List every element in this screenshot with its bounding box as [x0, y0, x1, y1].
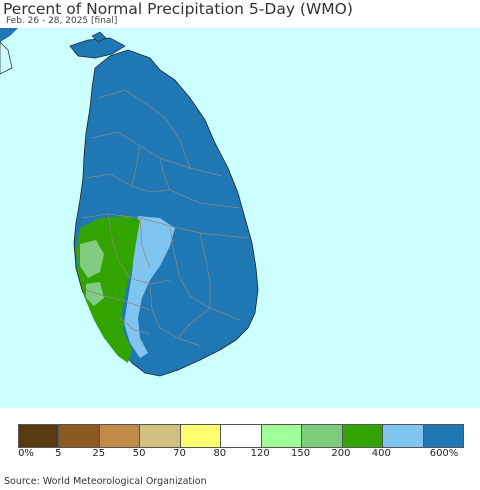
legend-swatch: [423, 425, 463, 447]
legend-swatch: [59, 425, 100, 447]
legend-label: 80: [213, 448, 227, 459]
legend-swatch: [383, 425, 424, 447]
map-svg: [0, 28, 480, 408]
legend-colorbar: [18, 424, 464, 448]
map-subtitle: Feb. 26 - 28, 2025 [final]: [6, 16, 118, 26]
islet: [91, 31, 107, 43]
legend-swatch: [140, 425, 181, 447]
jaffna-peninsula: [69, 37, 126, 59]
legend-label: 5: [55, 448, 62, 459]
district-borders: [81, 89, 249, 347]
india-coast: [0, 28, 18, 42]
legend-labels: 0% 5 25 50 70 80 120 150 200 400 600%: [0, 448, 480, 462]
legend-label: 0%: [18, 448, 34, 459]
legend-label: 200: [331, 448, 351, 459]
legend-label: 600%: [429, 448, 459, 459]
legend-swatch: [99, 425, 141, 447]
legend-label: 70: [173, 448, 186, 459]
legend-label: 400: [371, 448, 391, 459]
legend-label: 120: [250, 448, 270, 459]
light-green-region-1: [80, 240, 104, 278]
legend-label: 50: [132, 448, 146, 459]
india-coastline: [0, 41, 13, 75]
legend-swatch: [180, 425, 222, 447]
legend-swatch: [261, 425, 303, 447]
legend-swatch: [221, 425, 262, 447]
light-blue-region: [124, 216, 175, 358]
legend-label: 150: [290, 448, 311, 459]
source-credit: Source: World Meteorological Organizatio…: [4, 476, 207, 487]
map-title: Percent of Normal Precipitation 5-Day (W…: [3, 0, 353, 18]
light-green-region-2: [86, 282, 104, 306]
legend-swatch: [302, 425, 343, 447]
legend-label: 25: [92, 448, 106, 459]
legend-swatch: [19, 425, 60, 447]
map-area: [0, 28, 480, 408]
legend-swatch: [342, 425, 384, 447]
